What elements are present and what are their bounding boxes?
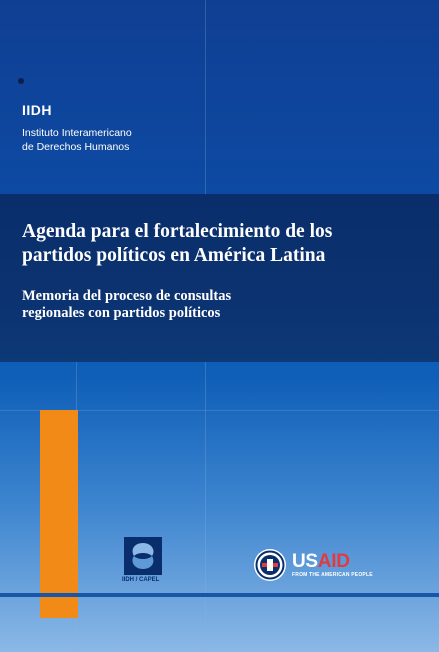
capel-logo-label: IIDH / CAPEL bbox=[122, 577, 160, 583]
book-title-line2: partidos políticos en América Latina bbox=[22, 245, 326, 266]
book-subtitle-line1: Memoria del proceso de consultas bbox=[22, 288, 232, 304]
usaid-seal-icon bbox=[254, 549, 286, 581]
bottom-rule bbox=[0, 593, 439, 597]
usaid-wordmark-us: US bbox=[292, 551, 318, 572]
usaid-wordmark-aid: AID bbox=[317, 551, 350, 572]
book-title: Agenda para el fortalecimiento de los pa… bbox=[22, 220, 422, 268]
publisher-name-line1: Instituto Interamericano bbox=[22, 127, 132, 139]
publisher-name-line2: de Derechos Humanos bbox=[22, 141, 130, 153]
book-subtitle: Memoria del proceso de consultas regiona… bbox=[22, 288, 422, 322]
horizontal-guide-line bbox=[0, 410, 439, 411]
book-title-line1: Agenda para el fortalecimiento de los bbox=[22, 221, 333, 242]
orange-accent-bar bbox=[40, 410, 78, 618]
title-band bbox=[0, 194, 439, 362]
usaid-tagline: FROM THE AMERICAN PEOPLE bbox=[292, 572, 373, 578]
book-subtitle-line2: regionales con partidos políticos bbox=[22, 305, 221, 321]
iidh-capel-logo-icon bbox=[124, 537, 162, 575]
publisher-abbreviation: IIDH bbox=[22, 102, 52, 118]
bullet-dot bbox=[18, 78, 24, 84]
usaid-wordmark: USAID bbox=[292, 552, 350, 571]
publisher-name: Instituto Interamericano de Derechos Hum… bbox=[22, 126, 132, 154]
